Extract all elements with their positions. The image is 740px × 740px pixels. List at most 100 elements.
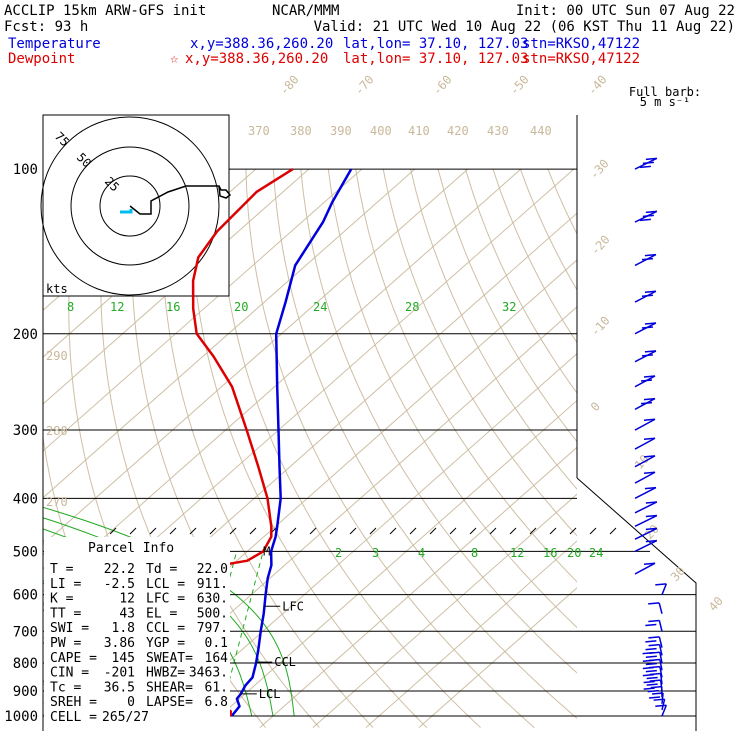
isotherm-line [259,446,577,728]
parcel-label: SWEAT= [146,651,193,666]
wind-barb-flag [643,418,656,422]
wind-barb-flag [645,157,657,161]
wind-barb-staff [661,583,668,595]
wind-barb-staff [634,455,656,468]
temperature-station: stn=RKSO,47122 [522,36,640,52]
wind-barb-staff [661,692,664,704]
hatch-mark [289,527,297,535]
wind-barb-flag [641,326,654,329]
level-markers: LFC CCL LCL M [240,544,304,701]
hatch-mark [549,527,557,535]
marker-label-m: M [263,544,270,558]
parcel-label: EL = [146,606,177,621]
isotherm-line [43,168,522,593]
wind-barb-flag [645,662,657,666]
wind-barb-flag [642,673,654,677]
wind-barb-staff [661,699,666,711]
hatch-mark [329,527,337,535]
hatch-mark [189,527,197,535]
wind-barb-flag [643,680,655,684]
hatch-mark [469,527,477,535]
wind-barb-staff [634,562,656,575]
parcel-label: Td = [146,562,177,577]
wind-barb-staff [659,659,663,671]
hatch-mark [589,527,597,535]
wind-barb-staff [634,539,658,553]
wind-barb-flag [643,562,656,565]
parcel-value: 43 [119,606,135,621]
parcel-value: 61. [205,680,228,695]
parcel-value: -201 [104,666,135,681]
dry-adiabat-label: 280 [46,424,68,438]
parcel-label: K = [50,592,74,607]
parcel-value: 1.8 [112,621,135,636]
parcel-value: 6.8 [205,695,228,710]
marker-label-lfc: LFC [282,599,304,613]
wind-barb-flag [642,161,654,165]
pressure-label-900: 900 [13,684,38,700]
temperature-xy: x,y=388.36,260.20 [190,36,333,52]
wind-barb-flag [646,676,658,680]
forecast-hour: Fcst: 93 h [4,19,88,35]
wind-barb-flag [642,659,654,662]
parcel-value: -2.5 [104,577,135,592]
wind-barb-staff [634,437,656,450]
parcel-value: 145 [112,651,135,666]
parcel-value: 164 [205,651,229,666]
isotherm-line [153,352,577,728]
hatch-mark [369,527,377,535]
wind-barb-flag [642,651,654,655]
marker-label-ccl: CCL [274,655,296,669]
wind-barb-flag [639,165,651,169]
parcel-label: SHEAR= [146,680,193,695]
isotherm-line [206,399,577,728]
wind-barb-flag [642,214,654,218]
parcel-value: 911. [197,577,228,592]
wind-barb-staff [658,644,663,656]
parcel-label: CELL = [50,710,97,725]
wind-barb-flag [648,643,660,647]
wind-barb-staff [659,652,663,664]
dry-adiabat-line [327,169,577,629]
wind-barb-staff [634,397,656,411]
wind-barb-staff [634,527,658,540]
wind-barb-flag [647,689,659,693]
parcel-label: LCL = [146,577,185,592]
parcel-value: 797. [197,621,228,636]
dry-adiabat-line [272,169,577,719]
hatch-mark [569,527,577,535]
theta-e-label: 420 [447,124,469,138]
isotherm-label: -50 [507,73,532,98]
parcel-label: CAPE = [50,651,97,666]
hatch-mark [449,527,457,535]
isotherm-label: -30 [587,157,612,182]
isotherm-label: 40 [706,594,726,614]
model-title: ACCLIP 15km ARW-GFS init [4,3,206,19]
parcel-value: 630. [197,592,228,607]
isotherm-label: 10 [632,452,652,472]
hatch-mark [309,527,317,535]
wind-barb-flag [645,623,657,627]
parcel-label: PW = [50,636,81,651]
dry-adiabat-line [245,169,535,728]
parcel-label: TT = [50,606,81,621]
dewpoint-xy: x,y=388.36,260.20 [185,51,328,67]
wind-barb-flag [643,437,656,441]
pressure-label-800: 800 [13,656,38,672]
mixing-ratio-lower-label: 12 [510,546,524,560]
parcel-label: HWBZ= [146,666,185,681]
mixing-ratio-label: 24 [313,300,327,314]
hodograph-ring-50 [70,146,190,266]
wind-barb-flag [640,401,653,405]
mixing-ratio-label: 16 [166,300,180,314]
wind-barb-flag [644,322,657,325]
dewpoint-legend: Dewpoint [8,51,75,67]
hodograph-trace-low [120,209,133,214]
mixing-ratio-lower-label: 20 [567,546,581,560]
theta-e-label: 390 [330,124,352,138]
wind-barb-flag [645,669,657,673]
right-frame-lower [576,477,697,731]
wind-barb-flag [643,471,656,474]
parcel-value: 265/27 [102,710,149,725]
wind-barb-staff [634,418,656,431]
